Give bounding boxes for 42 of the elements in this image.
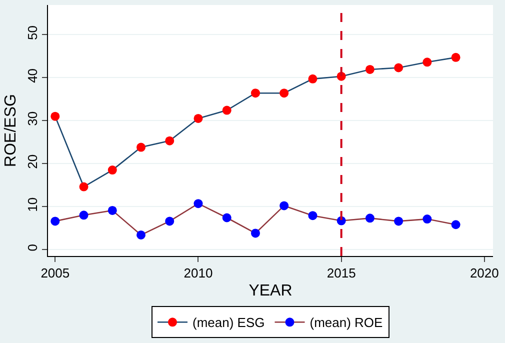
legend-label: (mean) ROE (310, 315, 384, 330)
point (365, 64, 374, 74)
point (222, 213, 232, 222)
point (451, 52, 460, 62)
point (451, 220, 460, 230)
y-tick-label: 40 (24, 68, 40, 83)
y-tick-label: 0 (24, 244, 40, 252)
y-tick-label: 10 (24, 197, 40, 212)
point (79, 210, 88, 220)
point (194, 199, 203, 208)
point (394, 216, 404, 226)
point (422, 58, 432, 67)
point (308, 74, 318, 84)
point (280, 88, 289, 98)
point (108, 206, 117, 215)
y-tick-label: 50 (24, 25, 40, 40)
y-tick-label: 20 (24, 154, 40, 169)
legend-label: (mean) ESG (192, 315, 265, 330)
point (165, 136, 174, 146)
x-axis-title: YEAR (248, 282, 292, 300)
point (250, 228, 260, 238)
x-tick-label: 2005 (40, 266, 70, 281)
point (79, 182, 88, 192)
point (365, 214, 374, 223)
x-tick-label: 2015 (326, 266, 356, 281)
point (250, 88, 260, 98)
point (280, 201, 289, 210)
point (422, 214, 432, 224)
point (165, 216, 174, 226)
point (194, 114, 203, 123)
point (50, 216, 60, 226)
point (394, 63, 404, 72)
y-axis-title: ROE/ESG (2, 94, 20, 167)
point (108, 166, 117, 175)
x-tick-label: 2010 (184, 266, 213, 281)
point (136, 142, 146, 152)
y-tick-label: 30 (24, 111, 40, 126)
point (136, 230, 146, 240)
point (222, 106, 232, 115)
point (308, 211, 318, 220)
x-tick-label: 2020 (470, 266, 499, 281)
point (50, 112, 60, 121)
